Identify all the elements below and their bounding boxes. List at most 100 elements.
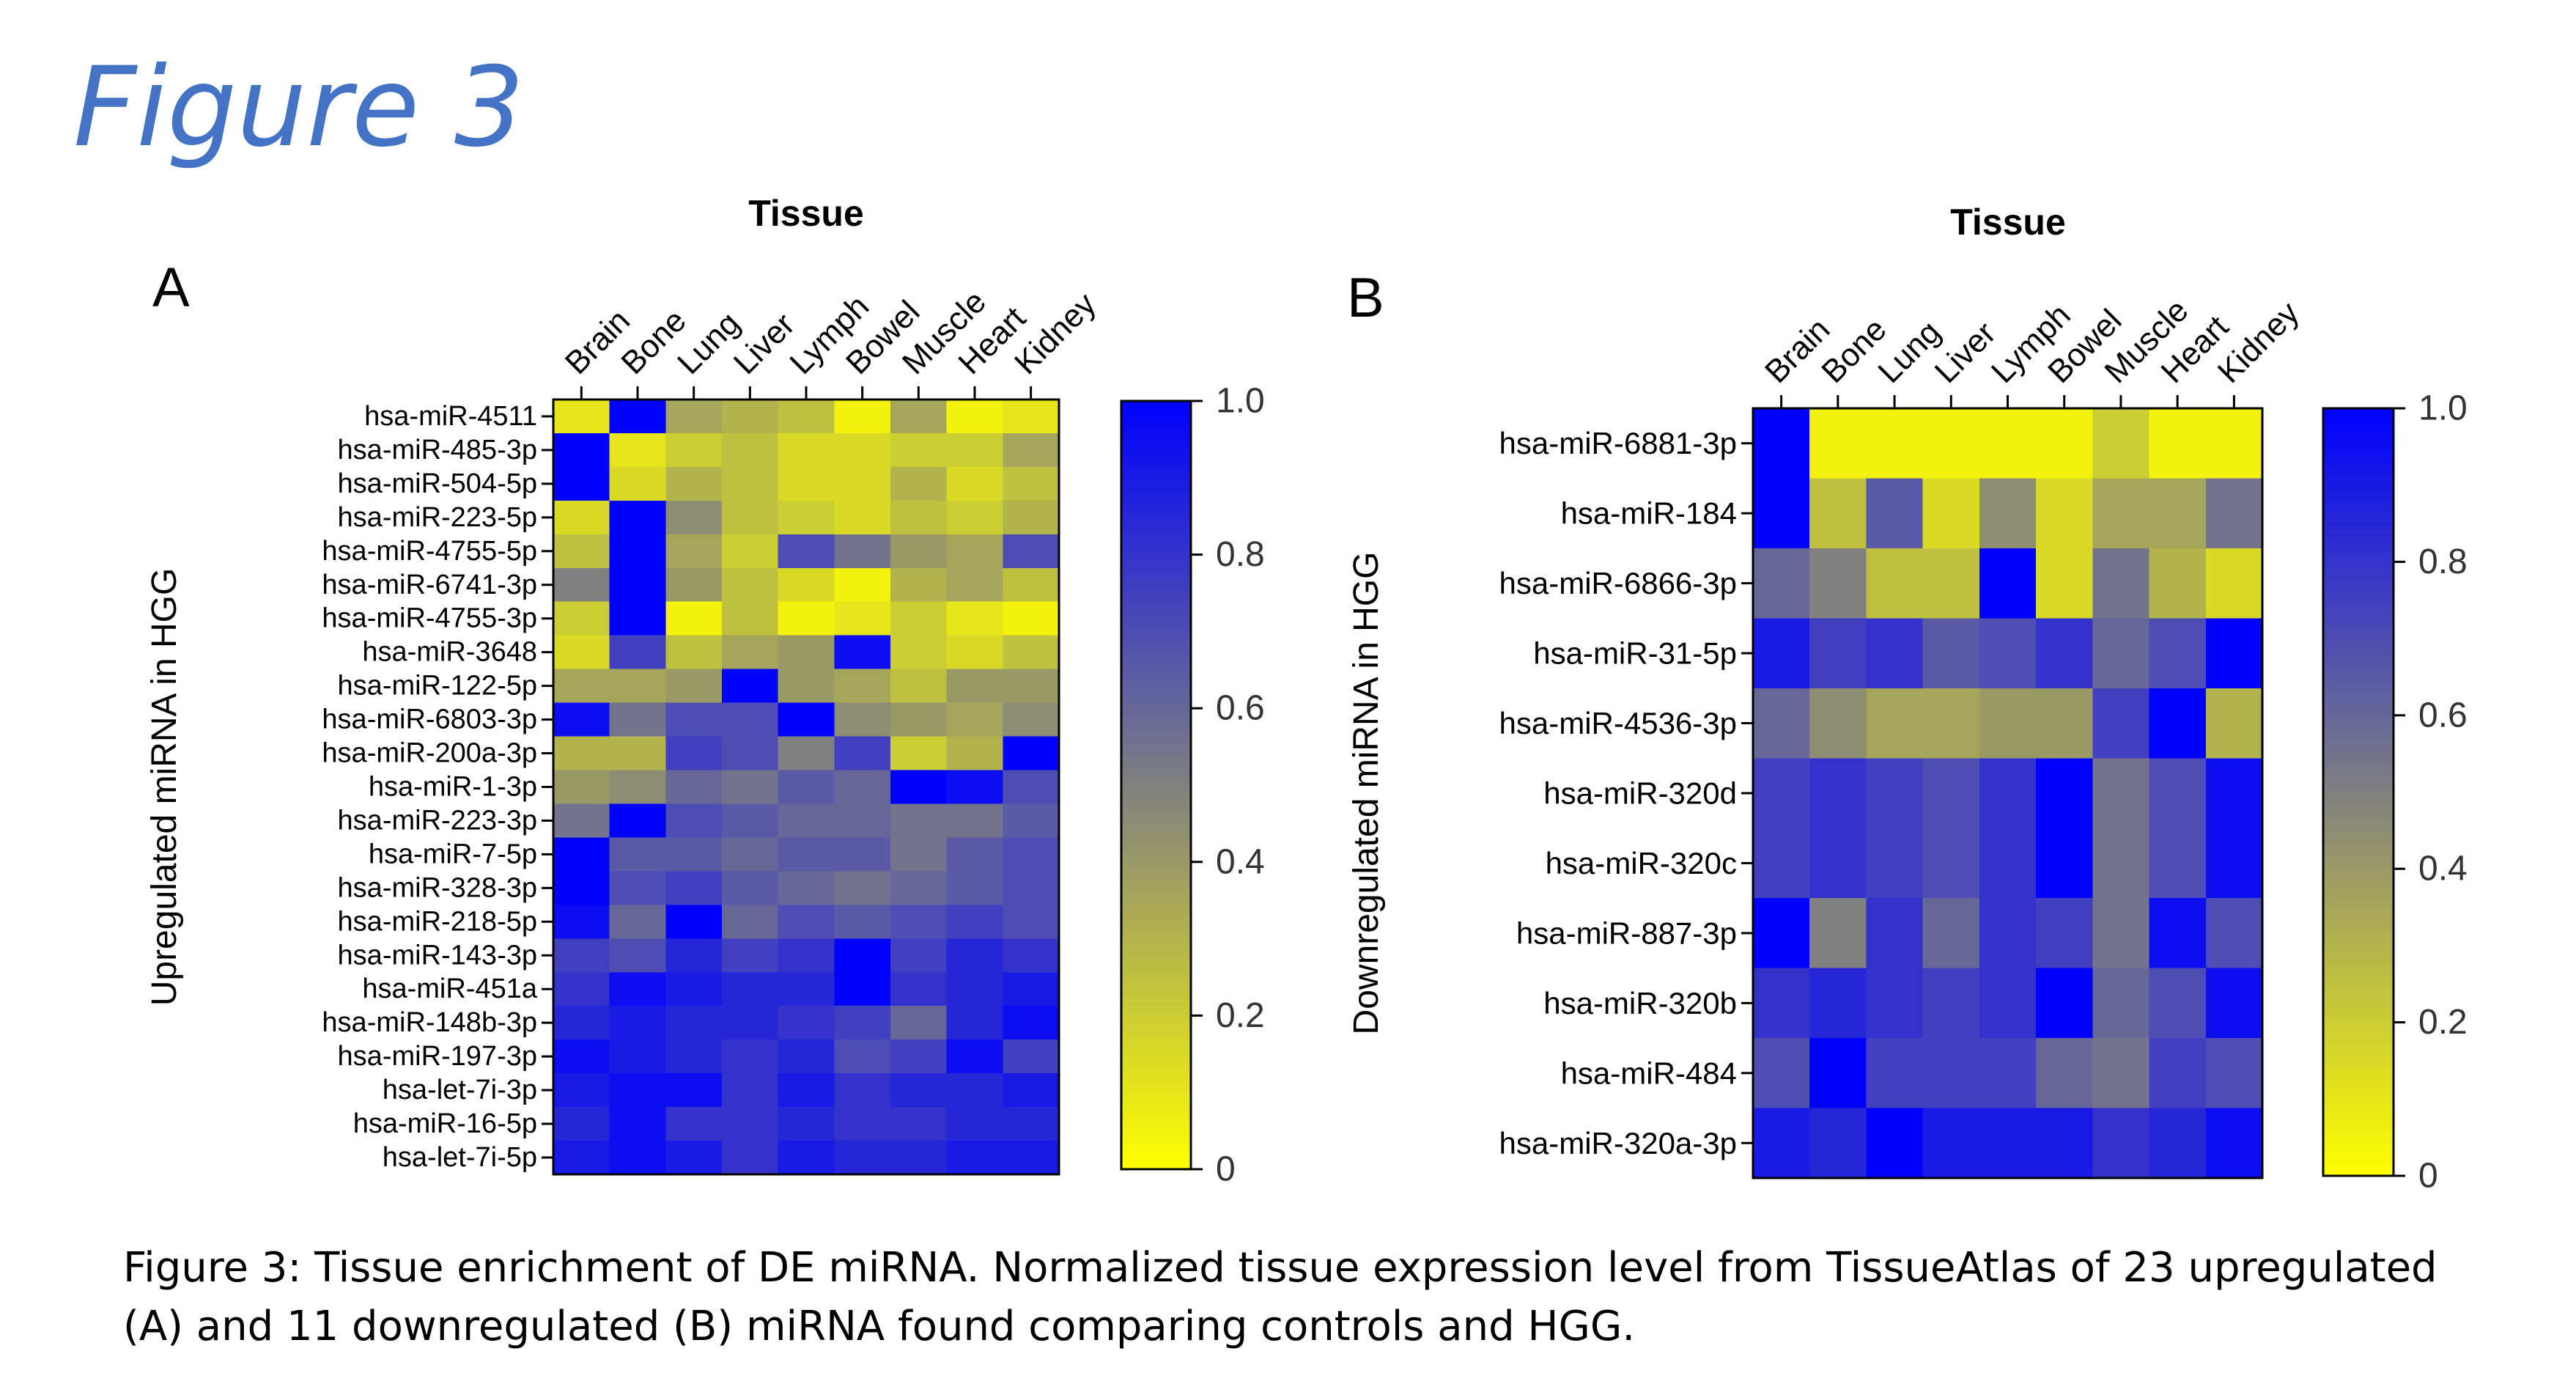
y-tick-label: hsa-miR-6803-3p bbox=[322, 704, 537, 735]
heatmap-cell bbox=[722, 1006, 779, 1040]
y-tick-label: hsa-miR-218-5p bbox=[338, 906, 537, 937]
heatmap-cell bbox=[1753, 478, 1810, 549]
heatmap-cell bbox=[778, 500, 835, 535]
heatmap-cell bbox=[1922, 1038, 1980, 1109]
heatmap-cell bbox=[1809, 408, 1867, 479]
heatmap-cell bbox=[665, 669, 723, 704]
y-tick-label: hsa-miR-6741-3p bbox=[322, 570, 537, 600]
y-tick-label: hsa-miR-122-5p bbox=[338, 671, 537, 702]
y-tick-label: hsa-miR-143-3p bbox=[338, 940, 537, 971]
heatmap-cell bbox=[890, 1141, 948, 1175]
heatmap-cell bbox=[778, 400, 835, 434]
colorbar-gradient bbox=[1120, 400, 1192, 1171]
heatmap-cell bbox=[609, 534, 666, 569]
heatmap-cell bbox=[1979, 548, 2037, 619]
heatmap-cell bbox=[834, 1141, 891, 1175]
heatmap-cell bbox=[1809, 688, 1867, 759]
heatmap-cell bbox=[778, 1006, 835, 1040]
heatmap-cell bbox=[722, 770, 779, 805]
heatmap-cell bbox=[1753, 408, 1810, 479]
heatmap-cell bbox=[778, 871, 835, 905]
heatmap-cell bbox=[2036, 478, 2093, 549]
y-tick-label: hsa-miR-197-3p bbox=[338, 1041, 537, 1072]
heatmap-cell bbox=[665, 837, 723, 872]
heatmap-cell bbox=[1979, 758, 2037, 829]
heatmap-cell bbox=[2149, 548, 2207, 619]
y-tick-label: hsa-let-7i-3p bbox=[383, 1075, 537, 1105]
heatmap-cell bbox=[609, 400, 666, 434]
heatmap-cell bbox=[2036, 968, 2093, 1039]
colorbar-tick-label: 0.4 bbox=[1216, 842, 1265, 881]
heatmap-cell bbox=[553, 500, 610, 535]
heatmap-cell bbox=[2092, 898, 2150, 969]
heatmap-cell bbox=[2149, 758, 2207, 829]
heatmap-panel-a: A Tissue Upregulated miRNA in HGG BrainBone… bbox=[145, 193, 1265, 1189]
heatmap-cell bbox=[2036, 758, 2093, 829]
heatmap-cell bbox=[665, 567, 723, 603]
heatmap-cell bbox=[834, 972, 891, 1006]
heatmap-cell bbox=[2205, 898, 2263, 969]
colorbar-tick-label: 1.0 bbox=[1216, 382, 1265, 421]
heatmap-cell bbox=[609, 1006, 666, 1040]
heatmap-cell bbox=[946, 803, 1003, 839]
heatmap-cell bbox=[665, 534, 723, 569]
heatmap-cell bbox=[722, 635, 779, 670]
heatmap-cell bbox=[2149, 1108, 2207, 1179]
heatmap-cell bbox=[553, 567, 610, 603]
heatmap-cell bbox=[834, 1039, 891, 1074]
colorbar-tick-label: 0.8 bbox=[2418, 542, 2468, 581]
heatmap-cell bbox=[1753, 618, 1810, 689]
panel-letter: B bbox=[1347, 267, 1384, 329]
heatmap-cell bbox=[890, 1039, 948, 1074]
heatmap-cell bbox=[778, 567, 835, 603]
colorbar: 1.0 0.8 0.6 0.4 0.2 0 bbox=[2322, 389, 2468, 1196]
heatmap-cell bbox=[609, 1141, 666, 1175]
heatmap-cell bbox=[890, 534, 948, 569]
heatmap-cell bbox=[1003, 736, 1060, 771]
heatmap-cell bbox=[834, 635, 891, 670]
heatmap-cell bbox=[2092, 408, 2150, 479]
heatmap-cell bbox=[2205, 688, 2263, 759]
heatmap-cell bbox=[722, 669, 779, 704]
heatmap-cell bbox=[890, 1006, 948, 1040]
heatmap-cell bbox=[946, 635, 1003, 670]
heatmap-cell bbox=[946, 567, 1003, 603]
heatmap-cell bbox=[890, 736, 948, 771]
heatmap-cell bbox=[553, 601, 610, 636]
y-tick-label: hsa-miR-504-5p bbox=[338, 468, 537, 499]
x-tick-label: Liver bbox=[1928, 315, 2003, 390]
heatmap-cell bbox=[1809, 968, 1867, 1039]
y-tick-label: hsa-miR-485-3p bbox=[338, 435, 537, 465]
heatmap-cell bbox=[665, 702, 723, 737]
heatmap-cell bbox=[609, 938, 666, 973]
heatmap-cell bbox=[946, 736, 1003, 771]
heatmap-cell bbox=[722, 871, 779, 905]
heatmap-cell bbox=[778, 1107, 835, 1141]
heatmap-cell bbox=[609, 432, 666, 468]
heatmap-cell bbox=[2092, 688, 2150, 759]
heatmap-cell bbox=[665, 1006, 723, 1040]
heatmap-cell bbox=[553, 1039, 610, 1074]
heatmap-cell bbox=[890, 1073, 948, 1108]
heatmap-cell bbox=[665, 466, 723, 501]
heatmap-cell bbox=[1753, 1108, 1810, 1179]
heatmap-cell bbox=[1003, 601, 1060, 636]
heatmap-cell bbox=[890, 400, 948, 434]
heatmap-cell bbox=[778, 972, 835, 1006]
y-tick-label: hsa-miR-200a-3p bbox=[322, 738, 537, 769]
heatmap-cell bbox=[1979, 898, 2037, 969]
heatmap-cell bbox=[2149, 898, 2207, 969]
heatmap-cell bbox=[1809, 898, 1867, 969]
heatmap-cell bbox=[834, 871, 891, 905]
heatmap-cell bbox=[778, 736, 835, 771]
heatmap-cell bbox=[1809, 548, 1867, 619]
heatmap-cell bbox=[1922, 828, 1980, 899]
heatmap-cell bbox=[2092, 828, 2150, 899]
heatmap-cell bbox=[946, 400, 1003, 434]
heatmap-cell bbox=[2036, 408, 2093, 479]
heatmap-cell bbox=[946, 871, 1003, 905]
heatmap-cell bbox=[609, 803, 666, 839]
heatmap-cell bbox=[778, 601, 835, 636]
heatmap-cell bbox=[1922, 1108, 1980, 1179]
colorbar: 1.0 0.8 0.6 0.4 0.2 0 bbox=[1120, 382, 1265, 1189]
